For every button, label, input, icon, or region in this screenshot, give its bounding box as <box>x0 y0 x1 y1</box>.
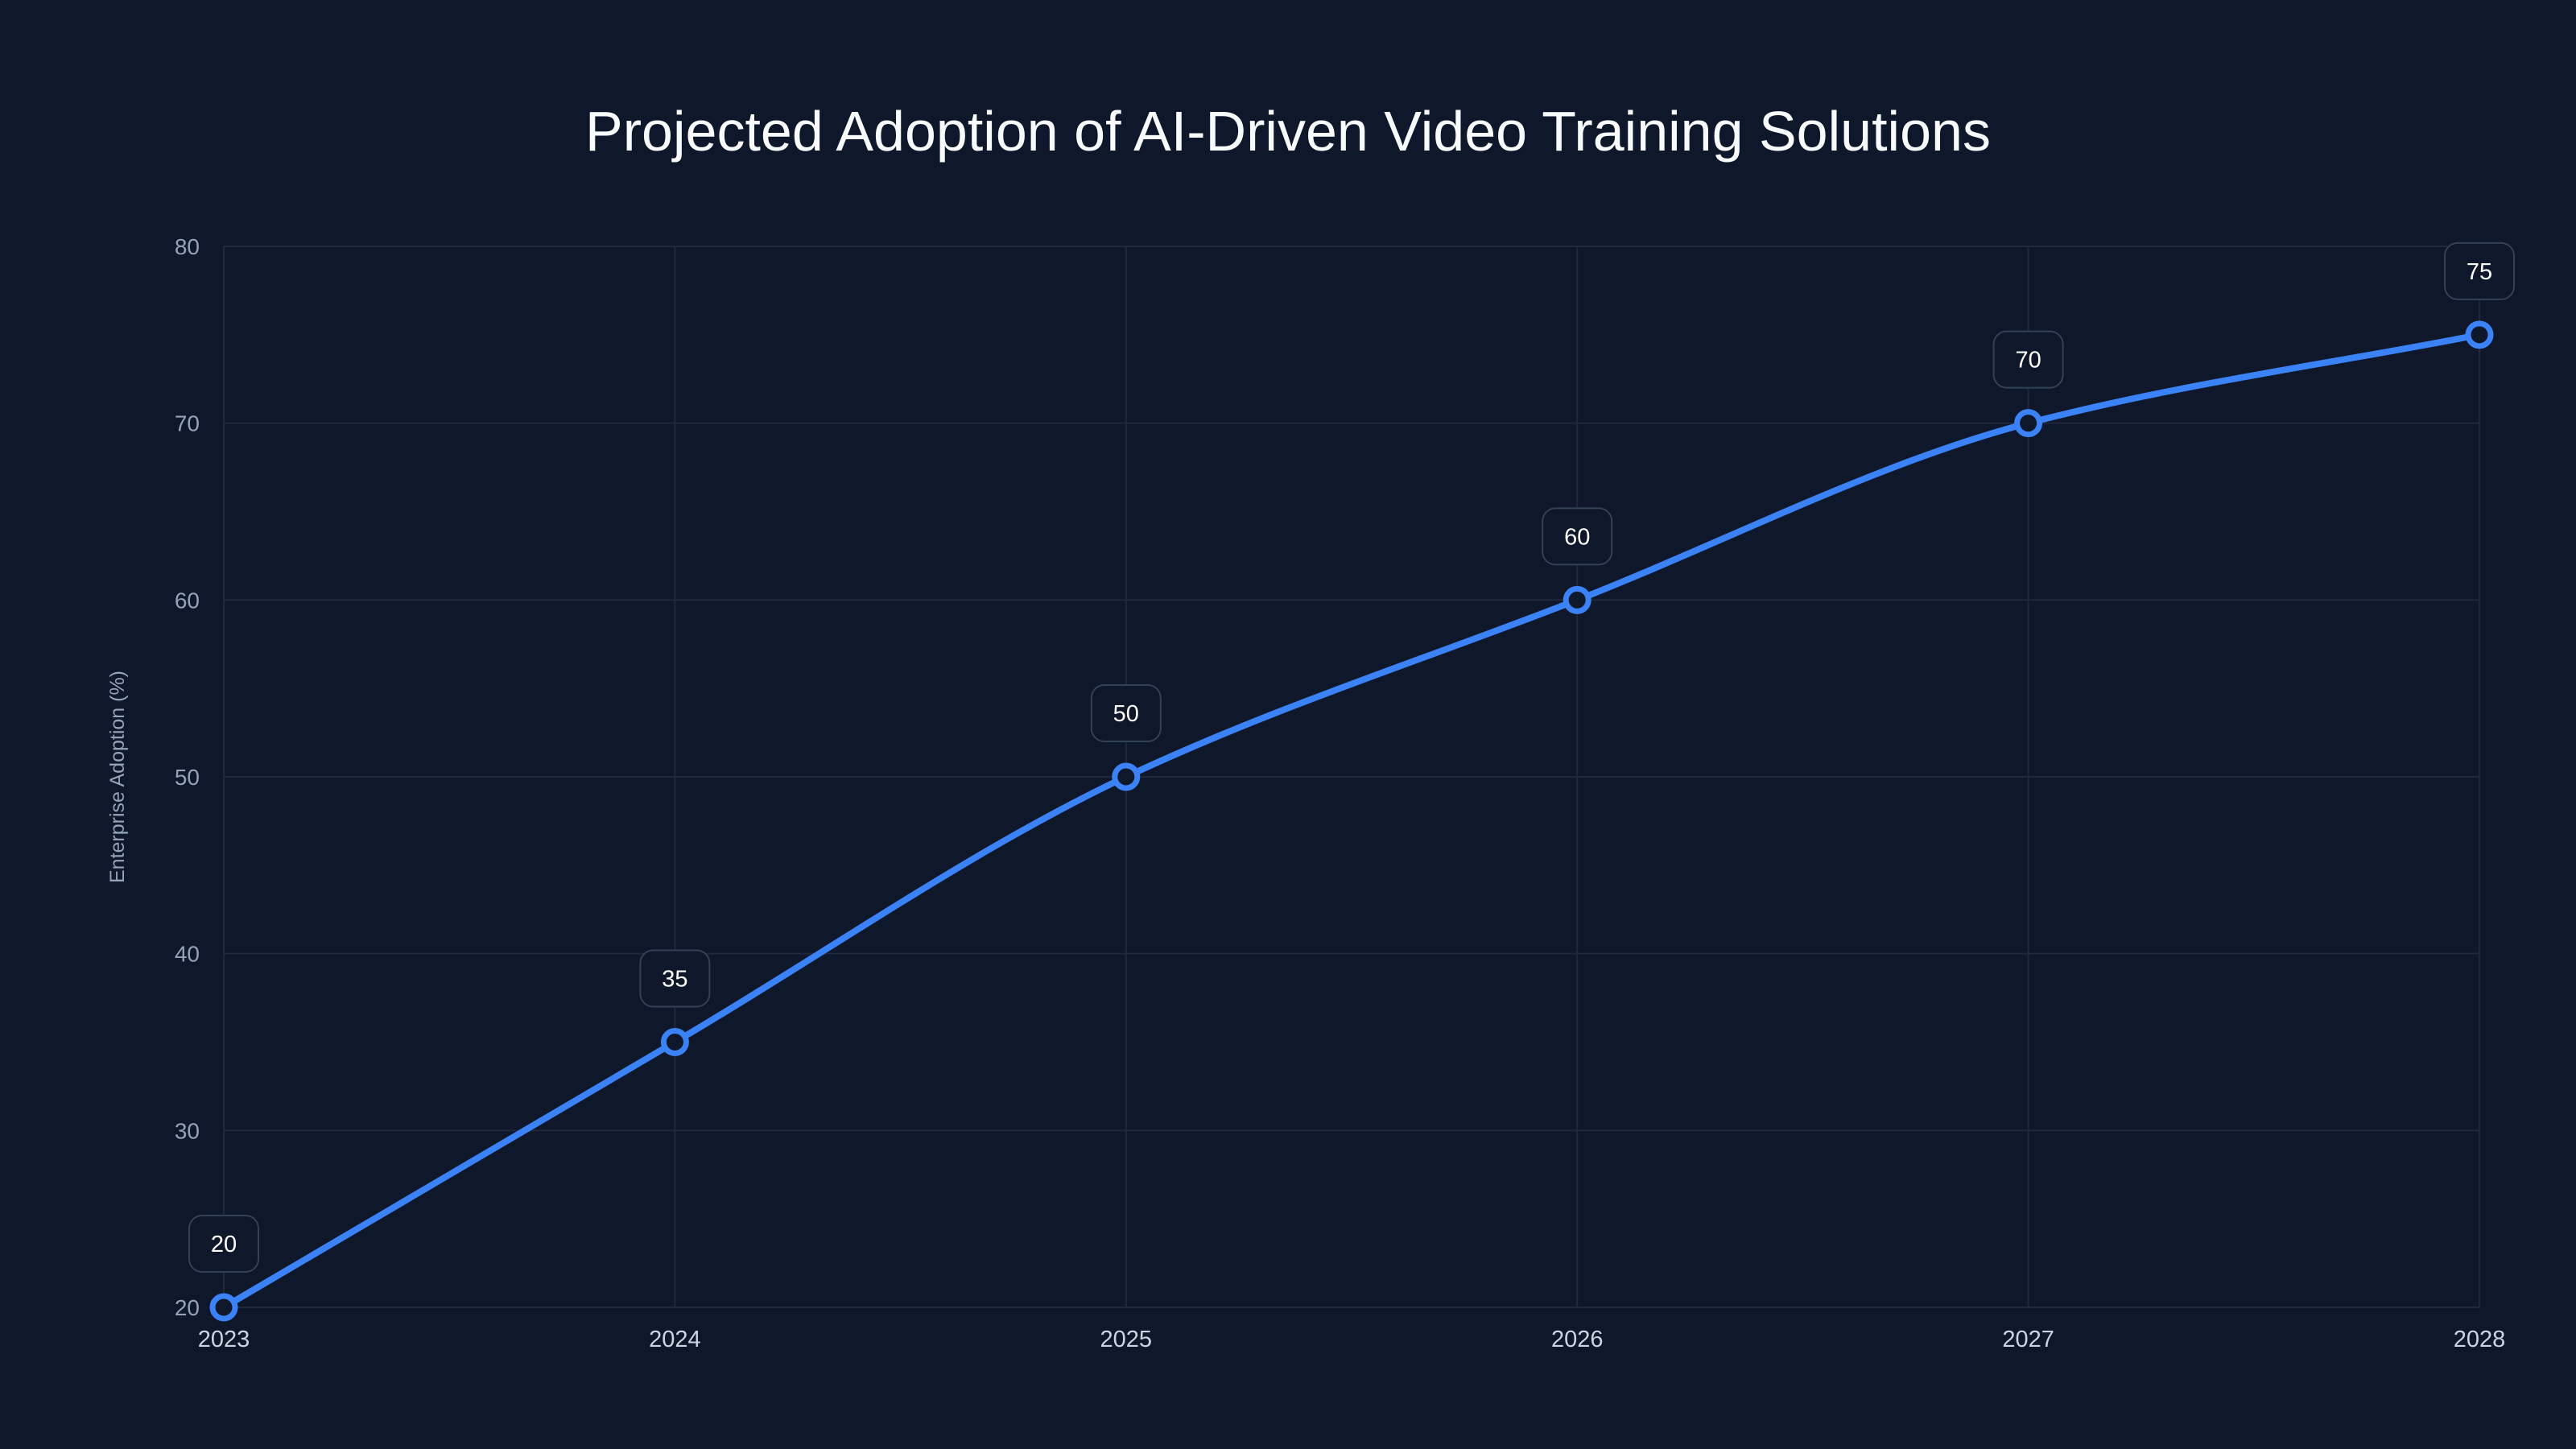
data-label-text: 35 <box>662 967 687 993</box>
data-label: 75 <box>2444 242 2515 300</box>
x-tick-label: 2023 <box>198 1327 250 1352</box>
data-point <box>660 1028 689 1056</box>
x-tick-label: 2027 <box>2002 1327 2054 1352</box>
data-point <box>1112 762 1141 791</box>
y-tick-label: 50 <box>175 765 200 790</box>
data-label-text: 50 <box>1113 701 1139 727</box>
chart-title: Projected Adoption of AI-Driven Video Tr… <box>585 100 1991 163</box>
y-tick-label: 70 <box>175 411 200 436</box>
y-tick-label: 60 <box>175 588 200 613</box>
y-tick-label: 80 <box>175 234 200 259</box>
x-axis-ticks: 2023 2024 2025 2026 2027 2028 <box>198 1327 2506 1352</box>
y-tick-label: 20 <box>175 1295 200 1320</box>
data-label-box <box>2444 242 2515 300</box>
data-label: 50 <box>1090 684 1162 742</box>
data-points <box>209 320 2494 1322</box>
y-axis-label: Enterprise Adoption (%) <box>106 671 129 883</box>
x-tick-label: 2024 <box>649 1327 701 1352</box>
data-label-text: 70 <box>2015 348 2041 374</box>
data-labels: 20 35 50 60 70 75 <box>188 242 2515 1273</box>
data-point <box>2465 320 2494 349</box>
data-point <box>209 1293 238 1322</box>
data-label: 70 <box>1992 330 2064 389</box>
data-label-box <box>1992 330 2064 389</box>
data-point <box>1563 585 1591 614</box>
data-label-text: 20 <box>211 1232 237 1257</box>
data-label: 20 <box>188 1215 259 1273</box>
series-line <box>221 331 2483 1311</box>
x-tick-label: 2025 <box>1100 1327 1153 1352</box>
y-tick-label: 30 <box>175 1118 200 1143</box>
x-tick-label: 2026 <box>1551 1327 1604 1352</box>
data-label-box <box>1090 684 1162 742</box>
y-tick-label: 40 <box>175 942 200 967</box>
data-label-box <box>1542 507 1613 566</box>
data-label: 60 <box>1542 507 1613 566</box>
data-label-text: 60 <box>1564 524 1590 550</box>
data-point <box>2014 409 2043 438</box>
data-label-box <box>639 949 711 1008</box>
y-axis-ticks: 20 30 40 50 60 70 80 <box>175 234 200 1320</box>
x-tick-label: 2028 <box>2454 1327 2506 1352</box>
data-label: 35 <box>639 949 711 1008</box>
grid <box>223 246 2480 1308</box>
data-label-box <box>188 1215 259 1273</box>
data-label-text: 75 <box>2467 259 2492 285</box>
